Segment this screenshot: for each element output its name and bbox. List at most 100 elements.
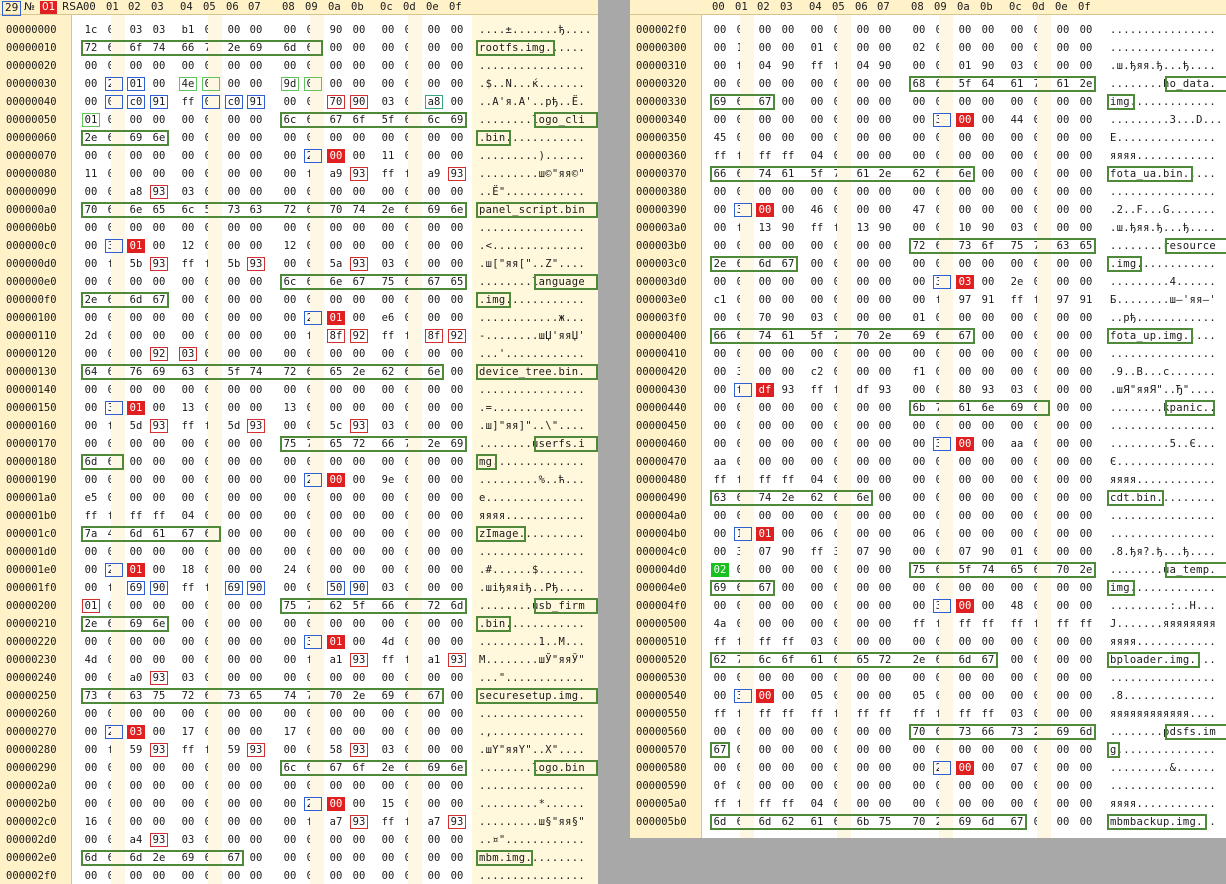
hex-byte[interactable]: 00: [856, 726, 870, 738]
hex-byte[interactable]: 00: [912, 474, 926, 486]
hex-byte[interactable]: 00: [878, 276, 892, 288]
hex-byte[interactable]: 00: [249, 276, 263, 288]
hex-byte[interactable]: 00: [450, 258, 464, 270]
hex-byte[interactable]: 90: [152, 582, 166, 594]
hex-row[interactable]: 0000042000390000c2020000f102000000000000…: [630, 363, 1226, 381]
hex-byte[interactable]: 00: [981, 366, 995, 378]
hex-byte[interactable]: 00: [856, 24, 870, 36]
hex-row[interactable]: 000005004a00000000000000ffffffffffffffff…: [630, 615, 1226, 633]
hex-byte[interactable]: 93: [352, 744, 366, 756]
ascii-text[interactable]: panel_script.bin: [479, 204, 585, 216]
hex-byte[interactable]: 00: [856, 762, 870, 774]
hex-byte[interactable]: 00: [1056, 150, 1070, 162]
hex-byte[interactable]: 00: [713, 546, 727, 558]
hex-row[interactable]: 0000045000000000000000000000000000000000…: [630, 417, 1226, 435]
hex-byte[interactable]: 13: [283, 402, 297, 414]
hex-byte[interactable]: 74: [758, 330, 772, 342]
hex-byte[interactable]: 69: [958, 816, 972, 828]
ascii-text[interactable]: rootfs.img......: [479, 42, 585, 54]
hex-byte[interactable]: 00: [283, 744, 297, 756]
hex-byte[interactable]: 00: [427, 618, 441, 630]
hex-byte[interactable]: 00: [227, 672, 241, 684]
hex-byte[interactable]: 00: [84, 636, 98, 648]
hex-byte[interactable]: 00: [352, 312, 366, 324]
hex-byte[interactable]: 00: [981, 474, 995, 486]
ascii-text[interactable]: .ш.ђяя.ђ...ђ....: [1110, 222, 1216, 234]
hex-byte[interactable]: 00: [152, 78, 166, 90]
hex-byte[interactable]: 6d: [981, 816, 995, 828]
hex-byte[interactable]: 93: [152, 420, 166, 432]
ascii-text[interactable]: .$..N...ќ.......: [479, 78, 585, 90]
hex-byte[interactable]: 44: [1010, 114, 1024, 126]
hex-byte[interactable]: 00: [283, 492, 297, 504]
hex-byte[interactable]: 00: [84, 420, 98, 432]
hex-byte[interactable]: 93: [352, 654, 366, 666]
hex-byte[interactable]: 00: [810, 402, 824, 414]
hex-byte[interactable]: 00: [856, 294, 870, 306]
hex-byte[interactable]: 00: [381, 294, 395, 306]
hex-row[interactable]: 000003a000f81390ffff13900000109003010000…: [630, 219, 1226, 237]
ascii-text[interactable]: ...'............: [479, 348, 585, 360]
hex-byte[interactable]: 67: [758, 96, 772, 108]
hex-byte[interactable]: 16: [84, 816, 98, 828]
ascii-text[interactable]: .bin............: [479, 618, 585, 630]
hex-byte[interactable]: 00: [781, 438, 795, 450]
hex-byte[interactable]: 00: [283, 852, 297, 864]
hex-byte[interactable]: 00: [1079, 348, 1093, 360]
hex-byte[interactable]: 00: [713, 528, 727, 540]
hex-byte[interactable]: 00: [912, 222, 926, 234]
hex-byte[interactable]: 00: [958, 690, 972, 702]
hex-byte[interactable]: 70: [329, 690, 343, 702]
ascii-text[interactable]: E...............: [1110, 132, 1216, 144]
hex-row[interactable]: 000002a000000000000000000000000000000000…: [0, 777, 598, 795]
hex-byte[interactable]: 00: [856, 510, 870, 522]
hex-byte[interactable]: 00: [958, 798, 972, 810]
ascii-text[interactable]: .<..............: [479, 240, 585, 252]
hex-byte[interactable]: 00: [856, 564, 870, 576]
hex-byte[interactable]: 00: [956, 437, 974, 451]
hex-byte[interactable]: 00: [856, 348, 870, 360]
hex-byte[interactable]: 00: [249, 240, 263, 252]
hex-byte[interactable]: 00: [810, 240, 824, 252]
hex-byte[interactable]: 00: [249, 870, 263, 882]
hex-byte[interactable]: 00: [427, 834, 441, 846]
hex-byte[interactable]: 00: [958, 474, 972, 486]
hex-byte[interactable]: 04: [181, 510, 195, 522]
hex-byte[interactable]: 00: [1079, 510, 1093, 522]
hex-row[interactable]: 00000560000000000000000070647366732e696d…: [630, 723, 1226, 741]
hex-byte[interactable]: ff: [781, 636, 795, 648]
hex-byte[interactable]: 00: [781, 114, 795, 126]
ascii-text[interactable]: .ш]"яя]"..\"....: [479, 420, 585, 432]
hex-byte[interactable]: 00: [912, 456, 926, 468]
hex-byte[interactable]: 00: [756, 689, 774, 703]
hex-byte[interactable]: 00: [427, 582, 441, 594]
hex-byte[interactable]: 72: [352, 438, 366, 450]
hex-byte[interactable]: 00: [758, 564, 772, 576]
hex-byte[interactable]: 04: [810, 798, 824, 810]
hex-row[interactable]: 000000900000a893030100000000000000000000…: [0, 183, 598, 201]
hex-byte[interactable]: 13: [758, 222, 772, 234]
hex-byte[interactable]: 64: [981, 78, 995, 90]
hex-byte[interactable]: 6d: [1079, 726, 1093, 738]
hex-byte[interactable]: 00: [381, 870, 395, 882]
hex-byte[interactable]: 6b: [912, 402, 926, 414]
ascii-text[interactable]: fota_up.img.....: [1110, 330, 1216, 342]
hex-byte[interactable]: 65: [329, 438, 343, 450]
hex-byte[interactable]: 00: [249, 834, 263, 846]
hex-byte[interactable]: 00: [227, 186, 241, 198]
hex-byte[interactable]: 00: [781, 42, 795, 54]
ascii-text[interactable]: ..pђ............: [1110, 312, 1216, 324]
hex-byte[interactable]: 00: [912, 546, 926, 558]
hex-byte[interactable]: 00: [152, 312, 166, 324]
hex-byte[interactable]: 64: [84, 366, 98, 378]
hex-row[interactable]: 000002f000000000000000000000000000000000…: [0, 867, 598, 884]
hex-byte[interactable]: 01: [127, 401, 145, 415]
hex-byte[interactable]: 00: [713, 438, 727, 450]
hex-byte[interactable]: ff: [810, 708, 824, 720]
hex-byte[interactable]: 00: [381, 186, 395, 198]
hex-byte[interactable]: 00: [427, 852, 441, 864]
hex-byte[interactable]: 00: [1056, 132, 1070, 144]
hex-byte[interactable]: 00: [981, 348, 995, 360]
hex-byte[interactable]: ff: [781, 150, 795, 162]
hex-byte[interactable]: 00: [84, 186, 98, 198]
